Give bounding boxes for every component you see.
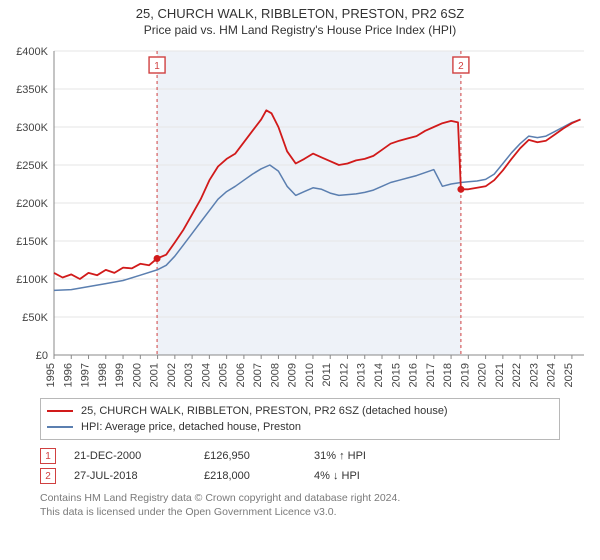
svg-text:£250K: £250K	[16, 160, 48, 172]
svg-text:2001: 2001	[149, 363, 161, 387]
svg-text:£50K: £50K	[22, 312, 48, 324]
svg-text:£150K: £150K	[16, 236, 48, 248]
footer-line: Contains HM Land Registry data © Crown c…	[40, 492, 560, 506]
svg-text:2007: 2007	[252, 363, 264, 387]
legend-item: HPI: Average price, detached house, Pres…	[47, 419, 553, 435]
svg-text:2017: 2017	[425, 363, 437, 387]
page-title: 25, CHURCH WALK, RIBBLETON, PRESTON, PR2…	[0, 6, 600, 21]
marker-badge-2: 2	[40, 468, 56, 484]
sales-table: 1 21-DEC-2000 £126,950 31% ↑ HPI 2 27-JU…	[40, 446, 560, 486]
svg-text:£300K: £300K	[16, 122, 48, 134]
svg-text:2013: 2013	[356, 363, 368, 387]
svg-text:2011: 2011	[321, 363, 333, 387]
sale-pct-vs-hpi: 4% ↓ HPI	[314, 470, 434, 482]
svg-text:£100K: £100K	[16, 274, 48, 286]
svg-text:1996: 1996	[62, 363, 74, 387]
table-row: 2 27-JUL-2018 £218,000 4% ↓ HPI	[40, 466, 560, 486]
svg-text:2014: 2014	[373, 363, 385, 387]
svg-text:2002: 2002	[166, 363, 178, 387]
svg-text:2020: 2020	[477, 363, 489, 387]
svg-text:2012: 2012	[338, 363, 350, 387]
svg-text:2022: 2022	[511, 363, 523, 387]
svg-text:£400K: £400K	[16, 46, 48, 58]
sale-price: £218,000	[204, 470, 314, 482]
svg-text:2018: 2018	[442, 363, 454, 387]
svg-text:2023: 2023	[528, 363, 540, 387]
svg-text:1997: 1997	[80, 363, 92, 387]
svg-text:2015: 2015	[390, 363, 402, 387]
svg-text:2: 2	[458, 61, 464, 72]
svg-text:2005: 2005	[218, 363, 230, 387]
sale-date: 21-DEC-2000	[74, 450, 204, 462]
legend: 25, CHURCH WALK, RIBBLETON, PRESTON, PR2…	[40, 398, 560, 440]
svg-text:2021: 2021	[494, 363, 506, 387]
legend-item: 25, CHURCH WALK, RIBBLETON, PRESTON, PR2…	[47, 403, 553, 419]
svg-text:£0: £0	[36, 350, 48, 362]
svg-text:2006: 2006	[235, 363, 247, 387]
legend-swatch	[47, 410, 73, 412]
legend-label: HPI: Average price, detached house, Pres…	[81, 421, 301, 433]
svg-text:2010: 2010	[304, 363, 316, 387]
svg-text:2003: 2003	[183, 363, 195, 387]
svg-text:2019: 2019	[459, 363, 471, 387]
table-row: 1 21-DEC-2000 £126,950 31% ↑ HPI	[40, 446, 560, 466]
marker-badge-1: 1	[40, 448, 56, 464]
svg-text:2008: 2008	[269, 363, 281, 387]
svg-text:2009: 2009	[287, 363, 299, 387]
svg-text:1998: 1998	[97, 363, 109, 387]
sale-price: £126,950	[204, 450, 314, 462]
footer-attribution: Contains HM Land Registry data © Crown c…	[40, 492, 560, 519]
svg-text:£350K: £350K	[16, 84, 48, 96]
svg-text:2004: 2004	[200, 363, 212, 387]
svg-text:1: 1	[154, 61, 160, 72]
svg-text:£200K: £200K	[16, 198, 48, 210]
svg-text:1995: 1995	[45, 363, 57, 387]
svg-text:2000: 2000	[131, 363, 143, 387]
sale-pct-vs-hpi: 31% ↑ HPI	[314, 450, 434, 462]
legend-swatch	[47, 426, 73, 428]
legend-label: 25, CHURCH WALK, RIBBLETON, PRESTON, PR2…	[81, 405, 448, 417]
svg-text:2025: 2025	[563, 363, 575, 387]
price-chart: £0 £50K £100K £150K £200K £250K £300K £350K £400…	[10, 45, 590, 390]
sale-date: 27-JUL-2018	[74, 470, 204, 482]
svg-text:2016: 2016	[408, 363, 420, 387]
svg-text:1999: 1999	[114, 363, 126, 387]
footer-line: This data is licensed under the Open Gov…	[40, 506, 560, 520]
page-subtitle: Price paid vs. HM Land Registry's House …	[0, 23, 600, 37]
svg-text:2024: 2024	[546, 363, 558, 387]
